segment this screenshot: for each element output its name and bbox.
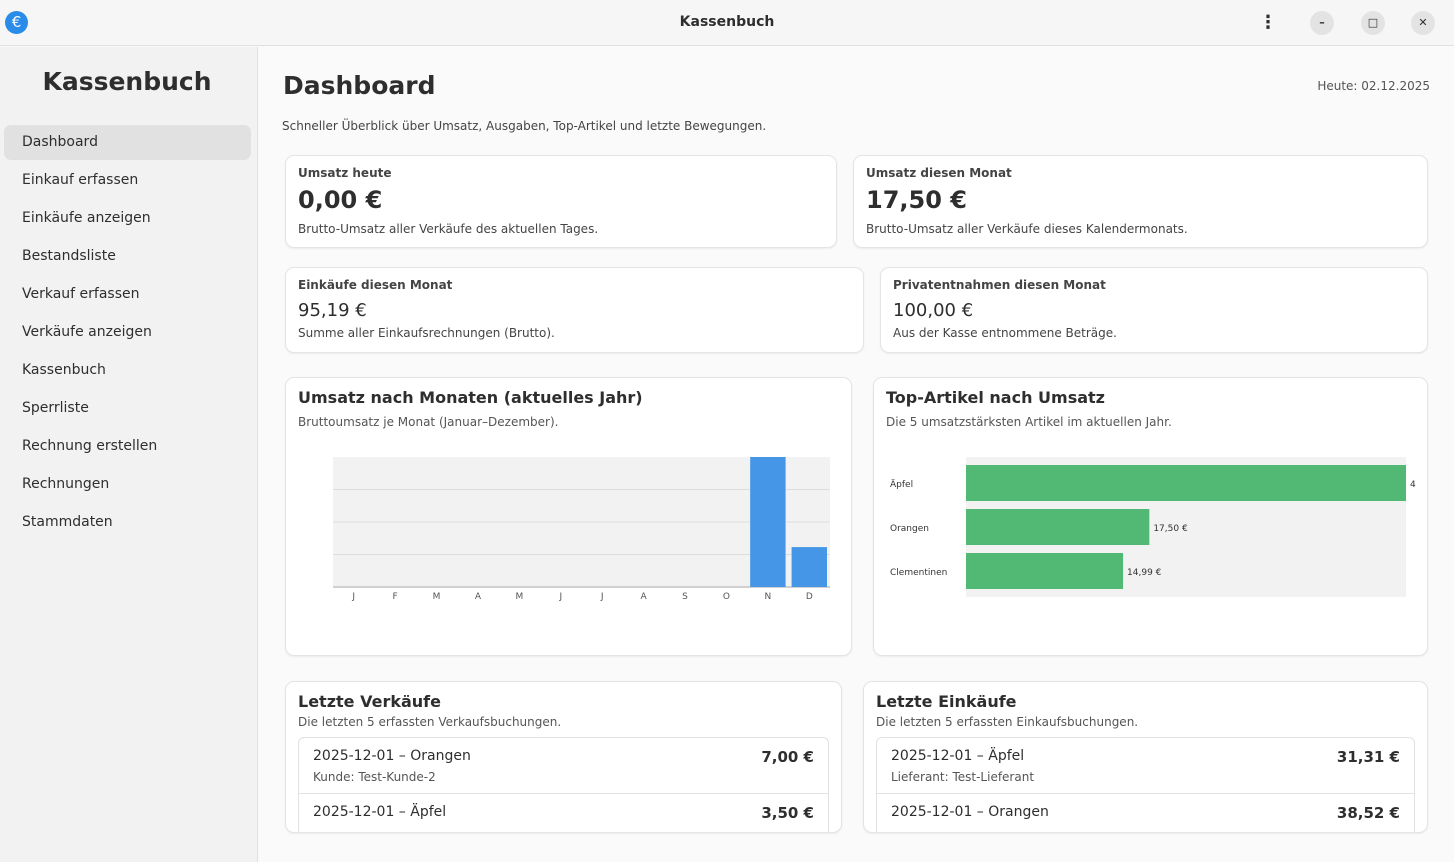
sidebar-item-sperrliste[interactable]: Sperrliste bbox=[22, 400, 89, 416]
sidebar: Kassenbuch Dashboard Einkauf erfassen Eink… bbox=[0, 47, 258, 862]
sidebar-item-bestandsliste[interactable]: Bestandsliste bbox=[22, 248, 116, 264]
purchases-subtitle: Die letzten 5 erfassten Einkaufsbuchunge… bbox=[876, 715, 1139, 729]
entry-party: Lieferant: Test-Lieferant bbox=[891, 770, 1035, 784]
window-title: Kassenbuch bbox=[679, 14, 775, 30]
kpi-label: Umsatz heute bbox=[298, 166, 392, 180]
bar-11 bbox=[791, 547, 827, 587]
close-button[interactable]: ✕ bbox=[1411, 11, 1435, 35]
data-label: 14,99 € bbox=[1127, 568, 1162, 578]
x-tick-label: D bbox=[806, 592, 813, 602]
x-tick-label: M bbox=[433, 592, 441, 602]
sidebar-item-verkauf-erfassen[interactable]: Verkauf erfassen bbox=[22, 286, 140, 302]
monthly-revenue-chart-card: Umsatz nach Monaten (aktuelles Jahr) Bru… bbox=[285, 377, 852, 656]
sidebar-item-stammdaten[interactable]: Stammdaten bbox=[22, 514, 113, 530]
chart-subtitle: Die 5 umsatzstärksten Artikel im aktuell… bbox=[886, 415, 1172, 429]
recent-purchases-card: Letzte Einkäufe Die letzten 5 erfassten … bbox=[863, 681, 1428, 833]
title-bar: € Kassenbuch ⋮ – □ ✕ bbox=[0, 0, 1454, 46]
list-item[interactable]: 2025-12-01 – Äpfel 3,50 € bbox=[299, 794, 828, 832]
entry-title: 2025-12-01 – Äpfel bbox=[313, 804, 447, 820]
chart-title: Umsatz nach Monaten (aktuelles Jahr) bbox=[298, 388, 643, 407]
kpi-label: Privatentnahmen diesen Monat bbox=[893, 278, 1106, 292]
x-tick-label: A bbox=[475, 592, 482, 602]
chart-title: Top-Artikel nach Umsatz bbox=[886, 388, 1105, 407]
recent-sales-card: Letzte Verkäufe Die letzten 5 erfassten … bbox=[285, 681, 842, 833]
x-tick-label: F bbox=[393, 592, 398, 602]
bar-2 bbox=[966, 553, 1124, 589]
top-articles-chart: Äpfel 4 Orangen 17,50 € Clementinen 14,99 € bbox=[890, 457, 1416, 597]
kpi-card-umsatz-monat: Umsatz diesen Monat 17,50 € Brutto-Umsat… bbox=[853, 155, 1428, 248]
bar-1 bbox=[966, 509, 1150, 545]
y-tick-label: Clementinen bbox=[890, 568, 947, 578]
purchases-title: Letzte Einkäufe bbox=[876, 692, 1017, 711]
page-title: Dashboard bbox=[283, 71, 436, 100]
sales-list: 2025-12-01 – Orangen Kunde: Test-Kunde-2 7… bbox=[298, 737, 829, 832]
x-tick-label: M bbox=[515, 592, 523, 602]
x-tick-label: O bbox=[723, 592, 730, 602]
today-date: Heute: 02.12.2025 bbox=[1317, 79, 1430, 93]
sales-subtitle: Die letzten 5 erfassten Verkaufsbuchunge… bbox=[298, 715, 562, 729]
kpi-label: Umsatz diesen Monat bbox=[866, 166, 1012, 180]
kpi-desc: Summe aller Einkaufsrechnungen (Brutto). bbox=[298, 326, 555, 340]
entry-party: Kunde: Test-Kunde-2 bbox=[313, 770, 436, 784]
sidebar-item-rechnungen[interactable]: Rechnungen bbox=[22, 476, 110, 492]
kpi-desc: Aus der Kasse entnommene Beträge. bbox=[893, 326, 1117, 340]
entry-title: 2025-12-01 – Orangen bbox=[313, 748, 471, 764]
list-item[interactable]: 2025-12-01 – Äpfel Lieferant: Test-Liefer… bbox=[877, 738, 1414, 794]
entry-title: 2025-12-01 – Äpfel bbox=[891, 748, 1025, 764]
kpi-desc: Brutto-Umsatz aller Verkäufe des aktuell… bbox=[298, 222, 599, 236]
list-item[interactable]: 2025-12-01 – Orangen 38,52 € bbox=[877, 794, 1414, 832]
entry-amount: 31,31 € bbox=[1336, 748, 1400, 766]
chart-subtitle: Bruttoumsatz je Monat (Januar–Dezember). bbox=[298, 415, 559, 429]
sidebar-item-dashboard[interactable]: Dashboard bbox=[4, 125, 251, 160]
x-tick-label: J bbox=[558, 592, 562, 602]
kpi-value: 100,00 € bbox=[893, 300, 974, 321]
euro-icon: € bbox=[5, 11, 28, 34]
kebab-menu-icon[interactable]: ⋮ bbox=[1259, 12, 1277, 33]
entry-amount: 3,50 € bbox=[761, 804, 814, 822]
sidebar-title: Kassenbuch bbox=[42, 67, 212, 96]
kpi-label: Einkäufe diesen Monat bbox=[298, 278, 453, 292]
purchases-list: 2025-12-01 – Äpfel Lieferant: Test-Liefer… bbox=[876, 737, 1415, 832]
kpi-desc: Brutto-Umsatz aller Verkäufe dieses Kale… bbox=[866, 222, 1188, 236]
kpi-value: 0,00 € bbox=[298, 186, 383, 214]
entry-amount: 38,52 € bbox=[1336, 804, 1400, 822]
list-item[interactable]: 2025-12-01 – Orangen Kunde: Test-Kunde-2 7… bbox=[299, 738, 828, 794]
kpi-card-privatentnahmen: Privatentnahmen diesen Monat 100,00 € Au… bbox=[880, 267, 1428, 353]
x-tick-label: S bbox=[682, 592, 688, 602]
sidebar-item-verkäufe-anzeigen[interactable]: Verkäufe anzeigen bbox=[22, 324, 152, 340]
maximize-button[interactable]: □ bbox=[1361, 11, 1385, 35]
kpi-value: 17,50 € bbox=[866, 186, 967, 214]
main-content: Dashboard Heute: 02.12.2025 Schneller Üb… bbox=[258, 47, 1454, 862]
bar-0 bbox=[966, 465, 1406, 501]
data-label: 17,50 € bbox=[1153, 524, 1188, 534]
page-subtitle: Schneller Überblick über Umsatz, Ausgabe… bbox=[282, 119, 767, 133]
x-tick-label: J bbox=[600, 592, 604, 602]
sidebar-item-einkauf-erfassen[interactable]: Einkauf erfassen bbox=[22, 172, 139, 188]
x-tick-label: A bbox=[641, 592, 648, 602]
minimize-button[interactable]: – bbox=[1310, 11, 1334, 35]
bar-10 bbox=[750, 457, 786, 587]
data-label: 4 bbox=[1410, 480, 1416, 490]
sales-title: Letzte Verkäufe bbox=[298, 692, 441, 711]
x-tick-label: J bbox=[351, 592, 355, 602]
sidebar-item-einkäufe-anzeigen[interactable]: Einkäufe anzeigen bbox=[22, 210, 151, 226]
x-tick-label: N bbox=[765, 592, 772, 602]
sidebar-item-rechnung-erstellen[interactable]: Rechnung erstellen bbox=[22, 438, 158, 454]
entry-title: 2025-12-01 – Orangen bbox=[891, 804, 1049, 820]
kpi-value: 95,19 € bbox=[298, 300, 367, 321]
top-articles-chart-card: Top-Artikel nach Umsatz Die 5 umsatzstär… bbox=[873, 377, 1428, 656]
y-tick-label: Orangen bbox=[890, 524, 929, 534]
sidebar-item-kassenbuch[interactable]: Kassenbuch bbox=[22, 362, 106, 378]
y-tick-label: Äpfel bbox=[890, 479, 913, 490]
kpi-card-einkaeufe: Einkäufe diesen Monat 95,19 € Summe alle… bbox=[285, 267, 864, 353]
kpi-card-umsatz-heute: Umsatz heute 0,00 € Brutto-Umsatz aller … bbox=[285, 155, 837, 248]
entry-amount: 7,00 € bbox=[761, 748, 814, 766]
